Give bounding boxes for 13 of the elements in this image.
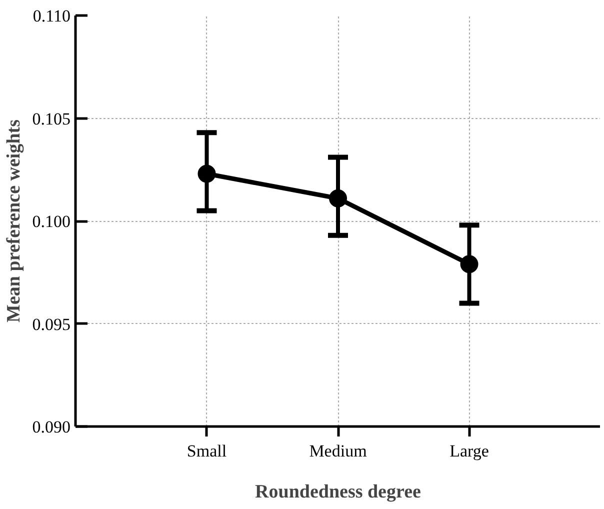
point [198,164,216,183]
y-tick-label: 0.090 [32,418,70,436]
x-tick-label: Large [450,442,489,460]
x-tick-label: Medium [309,442,367,460]
y-tick-label: 0.110 [32,6,71,26]
y-axis-title: Mean preference weights [3,120,24,322]
point [460,255,478,274]
point [329,189,347,208]
y-tick-label: 0.095 [32,314,70,334]
x-tick-label: Small [186,442,227,460]
y-tick-label: 0.100 [32,212,70,231]
y-tick-label: 0.105 [32,109,70,128]
x-axis-title: Roundedness degree [255,482,421,502]
